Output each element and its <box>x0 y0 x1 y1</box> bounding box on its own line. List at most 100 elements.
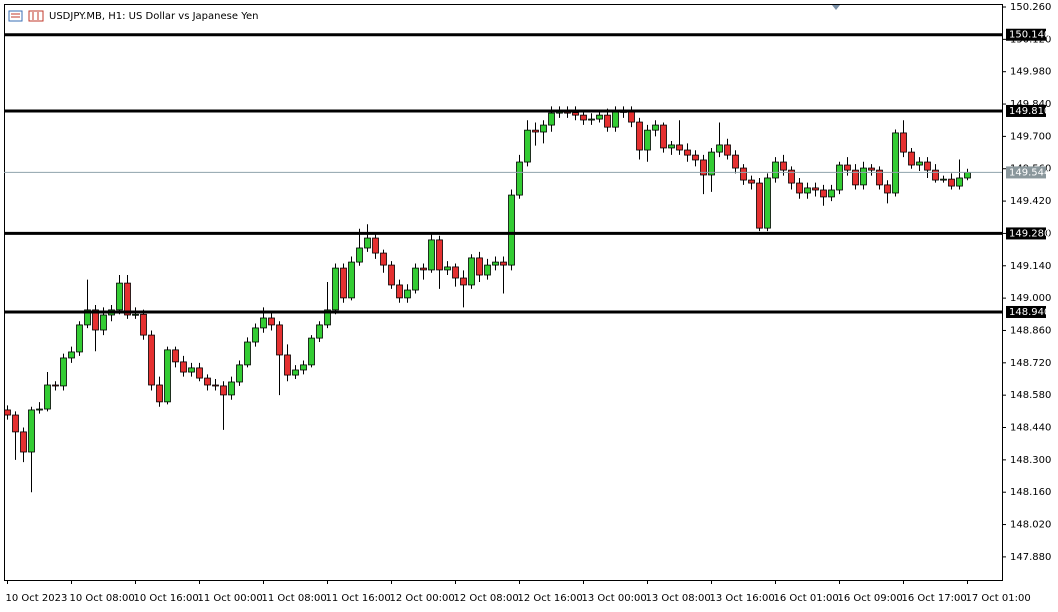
candle-body <box>84 309 91 326</box>
level-label-box <box>1006 305 1046 318</box>
icon <box>8 10 23 22</box>
candle-body <box>348 261 355 299</box>
candle-body <box>276 324 283 356</box>
candle-body <box>444 266 451 271</box>
candle-body <box>860 167 867 186</box>
candle-body <box>484 264 491 276</box>
candle-body <box>700 159 707 176</box>
x-tick-label: 12 Oct 08:00 <box>454 593 519 604</box>
candle-body <box>588 118 595 121</box>
y-tick-label: 148.300 <box>1010 455 1051 466</box>
candle-body <box>884 184 891 194</box>
candle-body <box>236 364 243 383</box>
current-price-label: 149.544 <box>1009 167 1050 178</box>
y-tick-label: 149.000 <box>1010 293 1051 304</box>
candle-body <box>764 177 771 229</box>
candle-body <box>820 189 827 198</box>
candle-body <box>164 349 171 403</box>
candle-body <box>956 177 963 187</box>
candle-body <box>148 334 155 386</box>
candle-body <box>100 314 107 331</box>
candle-body <box>132 313 139 316</box>
x-tick-label: 16 Oct 09:00 <box>838 593 903 604</box>
candle-body <box>900 132 907 153</box>
candle-body <box>196 367 203 379</box>
x-tick-label: 11 Oct 16:00 <box>326 593 391 604</box>
candle-body <box>412 267 419 291</box>
level-label: 150.140 <box>1009 30 1050 41</box>
candle-body <box>460 277 467 286</box>
y-tick-label: 149.700 <box>1010 131 1051 142</box>
candle-body <box>44 384 51 410</box>
candle-body <box>316 324 323 339</box>
y-tick-label: 148.860 <box>1010 325 1051 336</box>
candle-body <box>676 144 683 151</box>
candle-body <box>404 289 411 299</box>
candle-body <box>420 267 427 271</box>
level-label-box <box>1006 104 1046 117</box>
candle-body <box>812 187 819 191</box>
x-tick-label: 10 Oct 16:00 <box>134 593 199 604</box>
candle-body <box>228 381 235 396</box>
candle-body <box>308 337 315 366</box>
candle-body <box>332 267 339 311</box>
y-tick-label: 147.880 <box>1010 552 1051 563</box>
candle-body <box>772 161 779 179</box>
candle-body <box>516 161 523 196</box>
y-tick-label: 149.980 <box>1010 67 1051 78</box>
candle-body <box>852 169 859 186</box>
candle-body <box>868 167 875 171</box>
candle-body <box>28 409 35 453</box>
candle-body <box>652 124 659 131</box>
candle-body <box>844 164 851 171</box>
candle-body <box>916 161 923 166</box>
candle-body <box>140 313 147 336</box>
x-tick-label: 13 Oct 08:00 <box>646 593 711 604</box>
candle-body <box>964 172 971 179</box>
candle-body <box>708 151 715 176</box>
candle-body <box>76 324 83 353</box>
candle-body <box>828 189 835 198</box>
x-tick-label: 10 Oct 2023 <box>6 593 68 604</box>
candle-body <box>172 349 179 363</box>
y-tick-label: 148.020 <box>1010 520 1051 531</box>
chart-title: USDJPY.MB, H1: US Dollar vs Japanese Yen <box>49 11 258 22</box>
x-tick-label: 16 Oct 17:00 <box>902 593 967 604</box>
candle-body <box>524 129 531 163</box>
x-tick-label: 16 Oct 01:00 <box>774 593 839 604</box>
candle-body <box>628 111 635 123</box>
candle-body <box>596 114 603 120</box>
level-label: 149.810 <box>1009 106 1050 117</box>
y-tick-label: 150.260 <box>1010 2 1051 13</box>
candle-body <box>36 408 43 411</box>
candle-body <box>380 252 387 266</box>
candle-body <box>924 161 931 171</box>
candle-body <box>156 384 163 403</box>
candle-body <box>428 239 435 271</box>
candle-body <box>68 351 75 359</box>
candle-body <box>748 179 755 184</box>
level-label: 149.280 <box>1009 228 1050 239</box>
level-label-box <box>1006 28 1046 41</box>
candle-body <box>732 154 739 169</box>
candle-body <box>116 282 123 311</box>
x-tick-label: 13 Oct 16:00 <box>710 593 775 604</box>
candle-body <box>636 121 643 151</box>
candle-body <box>540 124 547 133</box>
candle-body <box>572 112 579 116</box>
candle-body <box>364 237 371 249</box>
candle-body <box>396 284 403 299</box>
candle-body <box>940 178 947 181</box>
candle-body <box>548 112 555 126</box>
candle-body <box>532 129 539 133</box>
y-tick-label: 149.840 <box>1010 99 1051 110</box>
candle-body <box>284 354 291 376</box>
candle-body <box>740 167 747 181</box>
candle-body <box>892 132 899 194</box>
candle-body <box>580 114 587 121</box>
x-tick-label: 11 Oct 00:00 <box>198 593 263 604</box>
y-tick-label: 149.140 <box>1010 261 1051 272</box>
candle-body <box>780 161 787 171</box>
